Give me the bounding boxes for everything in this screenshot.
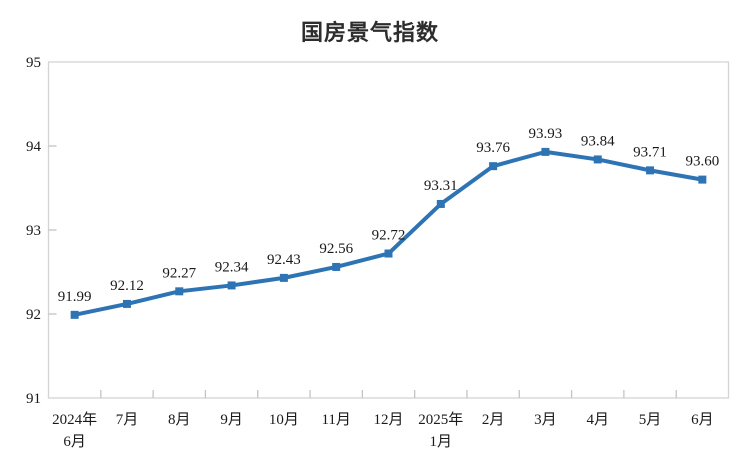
x-axis-tick-label: 3月 <box>534 412 557 428</box>
x-axis-tick-label: 11月 <box>321 412 350 428</box>
data-point-label: 92.56 <box>319 241 353 257</box>
data-point-marker <box>122 299 131 308</box>
x-axis-tick-label: 6月 <box>691 412 714 428</box>
data-point-marker <box>227 281 236 290</box>
data-point-marker <box>436 199 445 208</box>
data-point-label: 93.31 <box>424 178 458 194</box>
data-point-label: 92.43 <box>267 252 301 268</box>
data-point-label: 92.34 <box>215 259 249 275</box>
x-axis-tick-label: 12月 <box>373 412 403 428</box>
y-axis-tick-label: 91 <box>26 391 41 407</box>
x-axis-tick-label: 5月 <box>639 412 662 428</box>
data-point-marker <box>279 273 288 282</box>
data-point-label: 92.72 <box>372 228 406 244</box>
y-axis-tick-label: 92 <box>26 307 41 323</box>
data-point-label: 93.84 <box>581 133 615 149</box>
x-axis-tick-label: 8月 <box>168 412 191 428</box>
data-point-marker <box>646 166 655 175</box>
data-point-marker <box>175 287 184 296</box>
data-point-marker <box>698 175 707 184</box>
x-axis-tick-label: 4月 <box>586 412 609 428</box>
data-point-label: 93.60 <box>685 154 719 170</box>
x-axis-tick-label: 7月 <box>116 412 139 428</box>
y-axis-tick-label: 94 <box>26 139 42 155</box>
data-point-marker <box>541 147 550 156</box>
chart-title: 国房景气指数 <box>300 20 439 45</box>
x-axis-tick-label: 2024年 6月 <box>52 411 97 450</box>
data-point-label: 91.99 <box>58 289 92 305</box>
y-axis-tick-label: 93 <box>26 223 41 239</box>
data-point-marker <box>384 249 393 258</box>
data-point-marker <box>70 310 79 319</box>
x-axis-tick-label: 10月 <box>269 412 299 428</box>
x-axis-tick-label: 2月 <box>482 412 505 428</box>
x-axis-tick-label: 9月 <box>220 412 243 428</box>
data-point-marker <box>489 162 498 171</box>
data-point-marker <box>332 262 341 271</box>
data-point-label: 92.12 <box>110 278 144 294</box>
x-axis-tick-label: 2025年 1月 <box>418 411 463 450</box>
data-point-marker <box>593 155 602 164</box>
data-point-label: 93.93 <box>529 126 563 142</box>
data-point-label: 92.27 <box>162 265 196 281</box>
y-axis-tick-label: 95 <box>26 55 41 71</box>
data-point-label: 93.71 <box>633 144 667 160</box>
data-point-label: 93.76 <box>476 140 510 156</box>
